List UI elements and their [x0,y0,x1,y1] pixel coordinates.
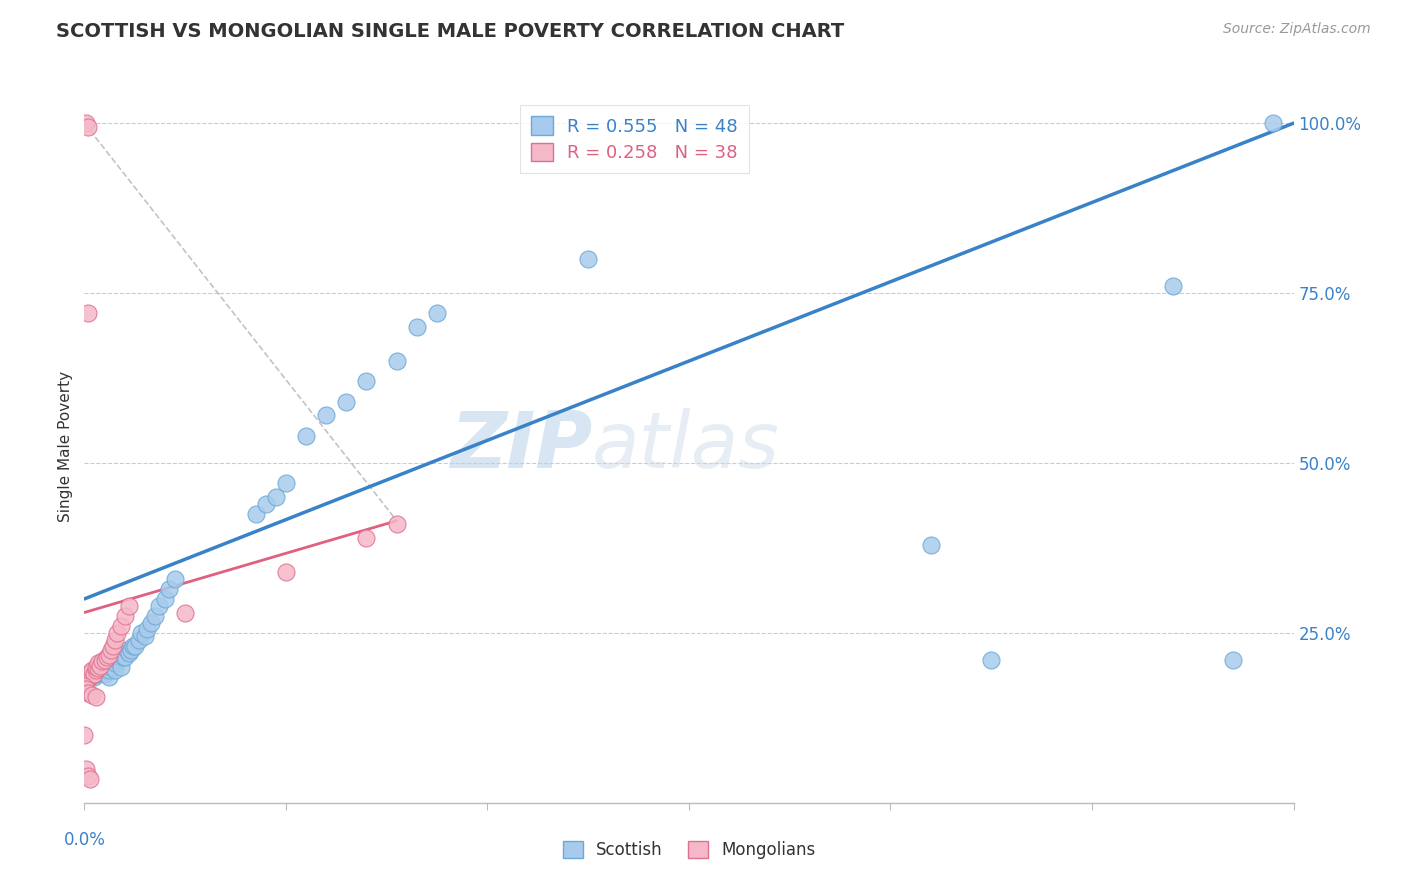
Point [86,690,108,705]
Point [82,668,104,682]
Point [101,640,124,654]
Point [82,689,104,703]
Point [120,643,142,657]
Text: SCOTTISH VS MONGOLIAN SINGLE MALE POVERTY CORRELATION CHART: SCOTTISH VS MONGOLIAN SINGLE MALE POVERT… [56,22,845,41]
Point [1263,116,1285,130]
Text: Source: ZipAtlas.com: Source: ZipAtlas.com [1223,22,1371,37]
Point [118,646,141,660]
Point [105,653,128,667]
Point [254,497,277,511]
Point [75,681,97,696]
Point [174,606,197,620]
Point [89,658,111,673]
Point [274,476,297,491]
Point [73,670,96,684]
Point [86,660,108,674]
Point [91,655,114,669]
Point [77,686,100,700]
Point [97,663,120,677]
Point [143,608,166,623]
Point [73,728,96,742]
Point [77,672,100,686]
Point [110,660,132,674]
Point [79,665,101,680]
Point [356,375,378,389]
Point [89,660,111,674]
Y-axis label: Single Male Poverty: Single Male Poverty [58,370,73,522]
Point [129,626,152,640]
Point [245,507,267,521]
Point [980,653,1002,667]
Point [104,663,127,677]
Point [121,640,143,654]
Point [93,666,115,681]
Point [128,632,150,647]
Point [295,429,318,443]
Point [87,657,110,671]
Point [115,643,138,657]
Point [264,490,287,504]
Point [93,663,115,677]
Point [134,629,156,643]
Point [96,649,118,664]
Point [75,673,97,688]
Point [77,306,100,320]
Point [356,531,378,545]
Point [77,668,100,682]
Point [576,252,599,266]
Point [79,772,101,786]
Point [153,591,176,606]
Text: 0.0%: 0.0% [63,831,105,849]
Point [426,306,449,320]
Point [79,670,101,684]
Point [124,640,146,654]
Text: ZIP: ZIP [450,408,592,484]
Point [111,649,134,664]
Point [100,660,122,674]
Point [75,762,97,776]
Point [75,116,97,130]
Point [135,623,157,637]
Point [77,120,100,134]
Point [385,354,408,368]
Point [73,679,96,693]
Point [110,646,132,660]
Point [110,619,132,633]
Point [335,394,357,409]
Point [1222,653,1244,667]
Text: atlas: atlas [592,408,780,484]
Point [101,653,124,667]
Point [114,608,136,623]
Point [157,582,180,596]
Point [83,666,105,681]
Point [274,565,297,579]
Point [87,661,110,675]
Point [86,663,108,677]
Point [165,572,187,586]
Point [104,632,127,647]
Point [148,599,170,613]
Point [100,643,122,657]
Point [118,599,141,613]
Point [315,409,337,423]
Point [87,666,110,681]
Point [385,517,408,532]
Point [114,649,136,664]
Point [97,648,120,662]
Point [105,626,128,640]
Point [97,670,120,684]
Point [107,649,129,664]
Point [82,663,104,677]
Point [93,653,115,667]
Point [104,657,127,671]
Legend: Scottish, Mongolians: Scottish, Mongolians [555,834,823,866]
Point [1161,279,1184,293]
Point [139,615,162,630]
Point [920,537,942,551]
Point [77,769,100,783]
Point [406,320,429,334]
Point [83,670,105,684]
